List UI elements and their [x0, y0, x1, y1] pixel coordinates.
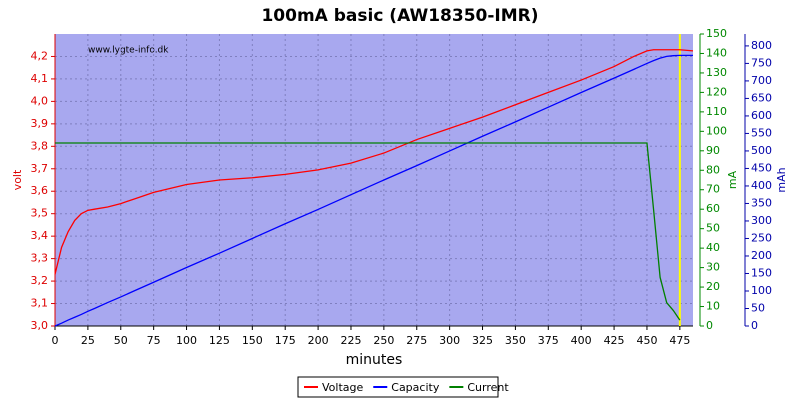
- y2-tick-label: 120: [706, 85, 727, 98]
- y3-tick-label: 650: [751, 91, 772, 104]
- x-tick-label: 175: [275, 334, 296, 347]
- chart-title: 100mA basic (AW18350-IMR): [261, 6, 538, 26]
- y2-tick-label: 130: [706, 66, 727, 79]
- y2-tick-label: 10: [706, 300, 720, 313]
- plot-area: [55, 34, 693, 326]
- y2-tick-label: 90: [706, 144, 720, 157]
- x-tick-label: 150: [242, 334, 263, 347]
- y3-tick-label: 300: [751, 214, 772, 227]
- x-tick-label: 425: [604, 334, 625, 347]
- y3-tick-label: 700: [751, 74, 772, 87]
- x-tick-label: 300: [439, 334, 460, 347]
- y-tick-label: 3,5: [31, 207, 49, 220]
- y3-tick-label: 200: [751, 249, 772, 262]
- y-tick-label: 3,3: [31, 252, 49, 265]
- x-tick-label: 450: [636, 334, 657, 347]
- y2-tick-label: 140: [706, 46, 727, 59]
- y3-tick-label: 600: [751, 109, 772, 122]
- y2-tick-label: 30: [706, 261, 720, 274]
- x-tick-label: 475: [669, 334, 690, 347]
- x-tick-label: 125: [209, 334, 230, 347]
- y3-tick-label: 500: [751, 144, 772, 157]
- y-tick-label: 3,1: [31, 297, 49, 310]
- x-tick-label: 325: [472, 334, 493, 347]
- y-tick-label: 3,8: [31, 139, 49, 152]
- legend-box: [297, 376, 499, 398]
- watermark: www.lygte-info.dk: [88, 46, 169, 56]
- x-tick-label: 75: [147, 334, 161, 347]
- x-tick-label: 50: [114, 334, 128, 347]
- y2-tick-label: 100: [706, 124, 727, 137]
- x-tick-label: 225: [340, 334, 361, 347]
- y-tick-label: 4,0: [31, 94, 49, 107]
- data-line: [54, 54, 693, 327]
- legend-label: Voltage: [322, 381, 363, 394]
- y-tick-label: 3,9: [31, 117, 49, 130]
- y3-tick-label: 250: [751, 231, 772, 244]
- x-tick-label: 25: [81, 334, 95, 347]
- y-tick-label: 3,7: [31, 162, 49, 175]
- x-tick-label: 375: [538, 334, 559, 347]
- legend-label: Capacity: [391, 381, 440, 394]
- y3-tick-label: 550: [751, 126, 772, 139]
- y2-tick-label: 150: [706, 27, 727, 40]
- y-tick-label: 3,4: [31, 229, 49, 242]
- x-tick-label: 0: [52, 334, 59, 347]
- y2-axis-label: mA: [726, 170, 739, 189]
- data-line: [55, 142, 681, 321]
- x-tick-label: 250: [373, 334, 394, 347]
- y2-tick-label: 40: [706, 241, 720, 254]
- y3-tick-label: 800: [751, 39, 772, 52]
- y3-tick-label: 450: [751, 161, 772, 174]
- y-tick-label: 3,2: [31, 274, 49, 287]
- x-tick-label: 100: [176, 334, 197, 347]
- x-tick-label: 275: [406, 334, 427, 347]
- y-tick-label: 3,6: [31, 184, 49, 197]
- y2-tick-label: 110: [706, 105, 727, 118]
- y2-tick-label: 20: [706, 280, 720, 293]
- y3-tick-label: 50: [751, 301, 765, 314]
- x-axis-label: minutes: [346, 352, 403, 368]
- y-tick-label: 3,0: [31, 319, 49, 332]
- y3-axis-label: mAh: [775, 167, 788, 192]
- y2-tick-label: 60: [706, 202, 720, 215]
- y3-tick-label: 150: [751, 266, 772, 279]
- y3-tick-label: 750: [751, 56, 772, 69]
- x-tick-label: 200: [308, 334, 329, 347]
- x-tick-label: 400: [571, 334, 592, 347]
- y3-tick-label: 100: [751, 284, 772, 297]
- legend-label: Current: [467, 381, 509, 394]
- data-line: [54, 49, 694, 275]
- y2-tick-label: 50: [706, 222, 720, 235]
- y-axis-label: volt: [11, 169, 24, 190]
- y-tick-label: 4,1: [31, 72, 49, 85]
- y2-tick-label: 70: [706, 183, 720, 196]
- y3-tick-label: 400: [751, 179, 772, 192]
- y-tick-label: 4,2: [31, 49, 49, 62]
- y3-tick-label: 0: [751, 319, 758, 332]
- y3-tick-label: 350: [751, 196, 772, 209]
- x-tick-label: 350: [505, 334, 526, 347]
- y2-tick-label: 80: [706, 163, 720, 176]
- y2-tick-label: 0: [706, 319, 713, 332]
